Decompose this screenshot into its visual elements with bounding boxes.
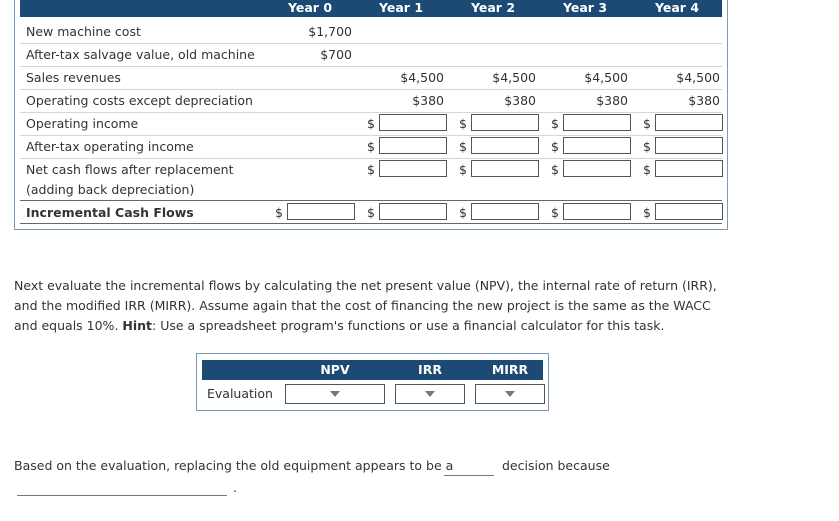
dollar-sign: $ (551, 139, 559, 154)
hint-label: Hint (122, 318, 153, 333)
value-opcost-y4: $380 (688, 93, 720, 108)
input-incremental-cf-y1[interactable] (379, 203, 447, 220)
dollar-sign: $ (551, 205, 559, 220)
dollar-sign: $ (643, 162, 651, 177)
row-divider (20, 66, 722, 67)
input-operating-income-y2[interactable] (471, 114, 539, 131)
evaluation-row-label: Evaluation (207, 386, 273, 401)
npv-dropdown[interactable] (285, 384, 385, 404)
input-incremental-cf-y4[interactable] (655, 203, 723, 220)
col-irr: IRR (418, 362, 442, 377)
chevron-down-icon (425, 391, 435, 397)
row-label-operating-costs: Operating costs except depreciation (26, 93, 253, 108)
col-year-1: Year 1 (378, 0, 424, 15)
conclusion-text-2: decision because (502, 458, 610, 473)
row-label-net-cash-flows: Net cash flows after replacement (26, 162, 234, 177)
reason-blank[interactable] (17, 495, 227, 496)
input-after-tax-income-y1[interactable] (379, 137, 447, 154)
dollar-sign: $ (551, 162, 559, 177)
row-label-after-tax-income: After-tax operating income (26, 139, 194, 154)
value-sales-y2: $4,500 (492, 70, 536, 85)
input-incremental-cf-y3[interactable] (563, 203, 631, 220)
dollar-sign: $ (367, 139, 375, 154)
input-after-tax-income-y2[interactable] (471, 137, 539, 154)
row-label-incremental-cash-flows: Incremental Cash Flows (26, 205, 194, 220)
value-opcost-y2: $380 (504, 93, 536, 108)
evaluation-header: NPV IRR MIRR (202, 360, 543, 380)
input-after-tax-income-y3[interactable] (563, 137, 631, 154)
conclusion-period: . (233, 480, 237, 495)
dollar-sign: $ (643, 116, 651, 131)
irr-dropdown[interactable] (395, 384, 465, 404)
dollar-sign: $ (551, 116, 559, 131)
evaluation-table: NPV IRR MIRR Evaluation (196, 353, 549, 411)
dollar-sign: $ (459, 116, 467, 131)
chevron-down-icon (505, 391, 515, 397)
col-year-2: Year 2 (470, 0, 516, 15)
col-year-3: Year 3 (562, 0, 608, 15)
hint-text: : Use a spreadsheet program's functions … (152, 318, 665, 333)
value-sales-y3: $4,500 (584, 70, 628, 85)
row-label-operating-income: Operating income (26, 116, 139, 131)
dollar-sign: $ (643, 139, 651, 154)
instructions-paragraph: Next evaluate the incremental flows by c… (14, 276, 734, 336)
input-net-cash-flow-y4[interactable] (655, 160, 723, 177)
row-label-salvage-value: After-tax salvage value, old machine (26, 47, 255, 62)
input-net-cash-flow-y3[interactable] (563, 160, 631, 177)
input-after-tax-income-y4[interactable] (655, 137, 723, 154)
mirr-dropdown[interactable] (475, 384, 545, 404)
row-divider (20, 158, 722, 159)
col-mirr: MIRR (491, 362, 529, 377)
row-divider (20, 135, 722, 136)
dollar-sign: $ (275, 205, 283, 220)
instructions-text: Next evaluate the incremental flows by c… (14, 278, 717, 333)
conclusion-text-1: Based on the evaluation, replacing the o… (14, 458, 454, 473)
chevron-down-icon (330, 391, 340, 397)
dollar-sign: $ (459, 139, 467, 154)
col-year-4: Year 4 (654, 0, 700, 15)
dollar-sign: $ (459, 162, 467, 177)
row-label-new-machine-cost: New machine cost (26, 24, 141, 39)
row-divider (20, 43, 722, 44)
row-divider (20, 112, 722, 113)
col-year-0: Year 0 (287, 0, 333, 15)
input-operating-income-y1[interactable] (379, 114, 447, 131)
value-opcost-y3: $380 (596, 93, 628, 108)
value-sales-y4: $4,500 (676, 70, 720, 85)
dollar-sign: $ (459, 205, 467, 220)
value-salvage-y0: $700 (320, 47, 352, 62)
decision-blank[interactable] (444, 475, 494, 476)
input-incremental-cf-y2[interactable] (471, 203, 539, 220)
value-opcost-y1: $380 (412, 93, 444, 108)
input-net-cash-flow-y1[interactable] (379, 160, 447, 177)
input-incremental-cf-y0[interactable] (287, 203, 355, 220)
input-operating-income-y4[interactable] (655, 114, 723, 131)
value-sales-y1: $4,500 (400, 70, 444, 85)
row-label-sales-revenues: Sales revenues (26, 70, 121, 85)
cash-flow-table: Year 0 Year 1 Year 2 Year 3 Year 4 New m… (14, 0, 728, 230)
input-operating-income-y3[interactable] (563, 114, 631, 131)
row-label-net-cash-flows-note: (adding back depreciation) (26, 182, 195, 197)
dollar-sign: $ (643, 205, 651, 220)
row-divider (20, 89, 722, 90)
value-new-machine-cost-y0: $1,700 (308, 24, 352, 39)
row-divider (20, 223, 722, 224)
dollar-sign: $ (367, 162, 375, 177)
col-npv: NPV (320, 362, 350, 377)
dollar-sign: $ (367, 205, 375, 220)
dollar-sign: $ (367, 116, 375, 131)
row-divider (20, 200, 722, 201)
input-net-cash-flow-y2[interactable] (471, 160, 539, 177)
table-header: Year 0 Year 1 Year 2 Year 3 Year 4 (20, 0, 722, 17)
